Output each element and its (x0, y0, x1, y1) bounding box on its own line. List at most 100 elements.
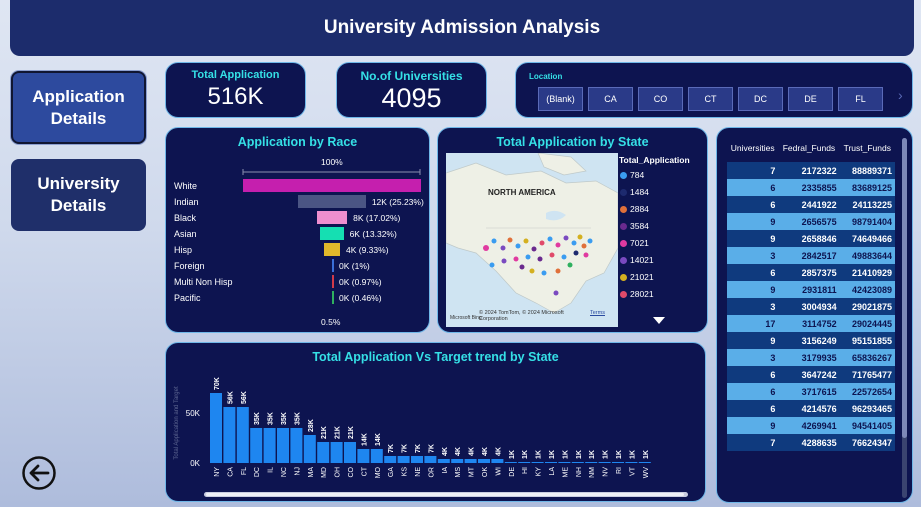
funds-header-fedral-funds[interactable]: Fedral_Funds (778, 134, 840, 162)
table-scrollbar-thumb[interactable] (902, 138, 907, 438)
trend-bar-ky[interactable] (531, 462, 544, 463)
trend-bar-nh[interactable] (571, 462, 584, 463)
race-bar-asian[interactable] (320, 227, 344, 240)
university-details-button[interactable]: University Details (11, 159, 146, 231)
race-value-hisp: 4K (9.33%) (346, 245, 389, 255)
map-legend-item[interactable]: 28021 (620, 289, 654, 299)
funds-header-trust-funds[interactable]: Trust_Funds (839, 134, 895, 162)
trend-bar-ms[interactable] (451, 459, 464, 463)
race-bar-multi-non-hisp[interactable] (332, 275, 334, 288)
trend-bar-wi[interactable] (491, 459, 504, 463)
trend-bar-ne[interactable] (411, 456, 423, 463)
race-bar-black[interactable] (316, 211, 348, 224)
funds-table-container[interactable]: Universities Fedral_Funds Trust_Funds 7 217… (727, 134, 897, 500)
table-row[interactable]: 9 2658846 74649466 (727, 230, 895, 247)
legend-scroll-down-icon[interactable] (653, 317, 665, 324)
race-bar-foreign[interactable] (332, 259, 334, 272)
table-row[interactable]: 3 3179935 65836267 (727, 349, 895, 366)
trend-bar-ri[interactable] (612, 462, 624, 463)
trend-bar-mt[interactable] (464, 459, 477, 463)
table-row[interactable]: 6 2335855 83689125 (727, 179, 895, 196)
trend-value-label: 1K (629, 450, 636, 459)
trend-bar-ia[interactable] (437, 459, 450, 463)
location-option-de[interactable]: DE (788, 87, 833, 111)
trend-bar-oh[interactable] (330, 442, 343, 463)
table-row[interactable]: 3 2842517 49883644 (727, 247, 895, 264)
trend-bar-fl[interactable] (236, 407, 249, 463)
race-bar-hisp[interactable] (323, 243, 340, 256)
trend-bar-il[interactable] (263, 428, 276, 463)
funds-header-universities[interactable]: Universities (727, 134, 779, 162)
location-option-ct[interactable]: CT (688, 87, 733, 111)
table-cell: 88889371 (851, 165, 892, 176)
trend-bar-co[interactable] (344, 442, 356, 463)
trend-bar-hi[interactable] (518, 462, 531, 463)
map-region-label: NORTH AMERICA (488, 188, 556, 197)
table-row[interactable]: 9 3156249 95151855 (727, 332, 895, 349)
map-terms-link[interactable]: Terms (590, 310, 605, 316)
trend-x-tick: OH (335, 467, 342, 478)
table-row[interactable]: 6 2857375 21410929 (727, 264, 895, 281)
map-legend-item[interactable]: 3584 (620, 221, 649, 231)
table-row[interactable]: 6 4214576 96293465 (727, 400, 895, 417)
map-legend-item[interactable]: 21021 (620, 272, 654, 282)
table-row[interactable]: 6 3647242 71765477 (727, 366, 895, 383)
trend-bar-wv[interactable] (638, 462, 651, 463)
trend-bar-mo[interactable] (370, 449, 383, 463)
trend-bar-nj[interactable] (290, 428, 303, 463)
trend-bar-nv[interactable] (598, 462, 611, 463)
trend-bar-or[interactable] (424, 456, 437, 463)
table-cell: 3179935 (801, 352, 837, 363)
chevron-right-icon[interactable]: › (898, 87, 903, 103)
table-cell: 2842517 (801, 250, 837, 261)
table-row[interactable]: 3 3004934 29021875 (727, 298, 895, 315)
trend-bar-ga[interactable] (384, 456, 397, 463)
trend-bar-nc[interactable] (277, 428, 289, 463)
trend-bar-me[interactable] (558, 462, 571, 463)
table-cell: 9 (770, 420, 776, 431)
trend-bar-chart[interactable]: Total Application and Target 50K 0K 70K NY 56… (166, 343, 706, 502)
map-legend-item[interactable]: 1484 (620, 187, 649, 197)
race-bar-white[interactable] (243, 179, 421, 192)
trend-x-tick: MO (375, 466, 382, 478)
trend-bar-dc[interactable] (250, 428, 263, 463)
location-option-ca[interactable]: CA (588, 87, 633, 111)
trend-bar-ny[interactable] (210, 393, 222, 463)
trend-bar-ca[interactable] (223, 407, 236, 463)
map-legend-item[interactable]: 14021 (620, 255, 654, 265)
table-row[interactable]: 9 2656575 98791404 (727, 213, 895, 230)
trend-bar-la[interactable] (545, 462, 557, 463)
table-row[interactable]: 7 2172322 88889371 (727, 162, 895, 179)
table-scrollbar[interactable] (902, 138, 907, 498)
table-row[interactable]: 9 4269941 94541405 (727, 417, 895, 434)
application-details-button[interactable]: Application Details (11, 71, 146, 144)
trend-bar-ma[interactable] (303, 435, 316, 463)
trend-value-label: 4K (469, 447, 476, 456)
race-bar-pacific[interactable] (332, 291, 334, 304)
map-legend-item[interactable]: 2884 (620, 204, 649, 214)
trend-scrollbar-thumb[interactable] (206, 493, 684, 496)
table-row[interactable]: 17 3114752 29024445 (727, 315, 895, 332)
trend-value-label: 56K (241, 391, 248, 404)
map-legend-item[interactable]: 784 (620, 170, 644, 180)
map-area[interactable]: NORTH AMERICA © 2024 TomTom, © 2024 Micr… (446, 153, 618, 327)
map-legend-item[interactable]: 7021 (620, 238, 649, 248)
trend-bar-md[interactable] (317, 442, 330, 463)
table-row[interactable]: 6 3717615 22572654 (727, 383, 895, 400)
race-bar-indian[interactable] (298, 195, 366, 208)
location-option-blank[interactable]: (Blank) (538, 87, 583, 111)
trend-x-tick: KS (402, 467, 409, 477)
table-row[interactable]: 6 2441922 24113225 (727, 196, 895, 213)
trend-bar-nm[interactable] (585, 462, 598, 463)
trend-bar-ok[interactable] (478, 459, 490, 463)
location-option-dc[interactable]: DC (738, 87, 783, 111)
trend-bar-ks[interactable] (397, 456, 410, 463)
trend-bar-de[interactable] (504, 462, 517, 463)
back-arrow-icon[interactable] (21, 455, 57, 491)
location-option-co[interactable]: CO (638, 87, 683, 111)
trend-bar-ct[interactable] (357, 449, 370, 463)
trend-bar-vt[interactable] (625, 462, 638, 463)
table-row[interactable]: 9 2931811 42423089 (727, 281, 895, 298)
table-row[interactable]: 7 4288635 76624347 (727, 434, 895, 451)
location-option-fl[interactable]: FL (838, 87, 883, 111)
